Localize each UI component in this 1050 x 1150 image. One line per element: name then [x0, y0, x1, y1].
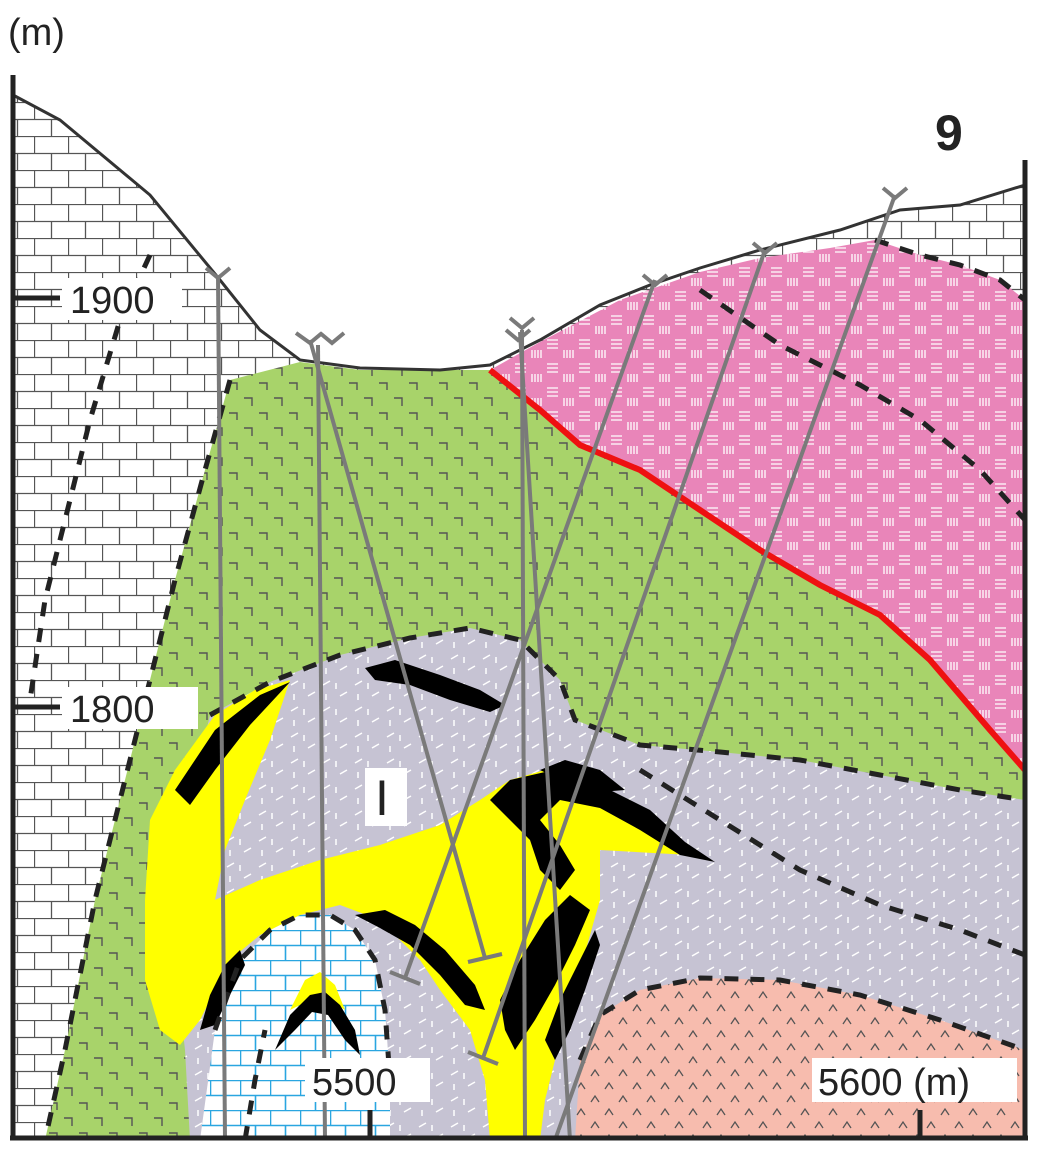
drillholes	[216, 194, 897, 1140]
topographic-surface	[13, 93, 1025, 372]
unit-label: (m)	[8, 12, 65, 54]
drillhole-collars	[204, 186, 909, 346]
distance-tick-5500: 5500	[312, 1062, 397, 1104]
elevation-tick-1900: 1900	[70, 280, 155, 322]
drillhole	[216, 274, 227, 1140]
drillhole	[316, 344, 327, 1140]
drillhole	[308, 339, 487, 959]
panel-label: 9	[935, 105, 963, 161]
distance-tick-5600: 5600 (m)	[818, 1062, 970, 1104]
label-bg	[62, 687, 198, 729]
elevation-tick-1800: 1800	[70, 689, 155, 731]
drillhole	[481, 249, 767, 1059]
orebody-label: I	[375, 770, 389, 826]
label-bg	[365, 768, 407, 826]
label-bg	[812, 1058, 1017, 1102]
drillhole	[518, 331, 572, 1140]
section-frame	[10, 75, 1028, 1141]
label-bg	[305, 1058, 430, 1102]
drillhole	[553, 194, 897, 1140]
drillhole	[403, 279, 657, 979]
drillhole	[520, 329, 527, 1140]
fault-line	[488, 367, 1025, 772]
label-bg	[62, 278, 182, 320]
